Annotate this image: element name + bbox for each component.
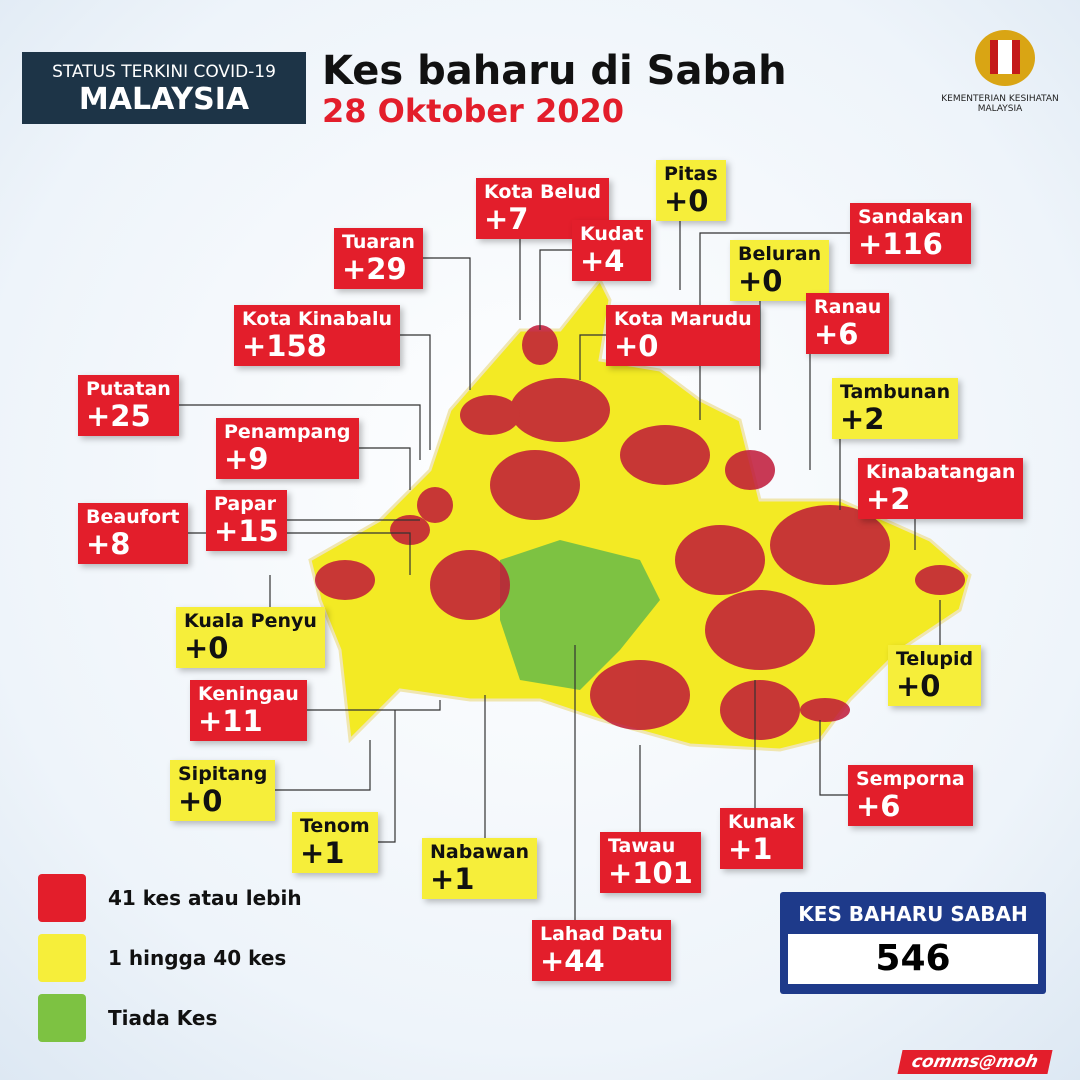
legend-label: 1 hingga 40 kes [108,946,287,970]
district-name: Ranau [814,296,882,318]
district-label: Tenom +1 [292,812,378,873]
district-name: Kota Kinabalu [242,308,393,330]
district-label: Semporna +6 [848,765,973,826]
district-label: Putatan +25 [78,375,179,436]
district-value: +116 [858,227,943,261]
district-label: Lahad Datu +44 [532,920,671,981]
total-label: KES BAHARU SABAH [798,902,1028,926]
district-name: Beluran [738,243,822,265]
district-label: Kuala Penyu +0 [176,607,325,668]
district-value: +44 [540,944,605,978]
district-label: Kota Kinabalu +158 [234,305,401,366]
case-areas [315,325,965,740]
district-name: Tuaran [342,231,415,253]
district-name: Sipitang [178,763,268,785]
district-name: Semporna [856,768,965,790]
district-label: Sandakan +116 [850,203,972,264]
status-badge: STATUS TERKINI COVID-19 MALAYSIA [22,52,306,124]
ministry-line: KEMENTERIAN KESIHATAN [941,94,1059,104]
district-label: Beaufort +8 [78,503,188,564]
legend-swatch [38,994,86,1042]
district-value: +29 [342,252,407,286]
date: 28 Oktober 2020 [322,92,625,130]
district-value: +6 [856,789,901,823]
district-name: Tawau [608,835,676,857]
district-label: Pitas +0 [656,160,726,221]
total-box: KES BAHARU SABAH 546 [780,892,1046,994]
district-label: Kinabatangan +2 [858,458,1024,519]
badge-line: STATUS TERKINI COVID-19 [52,62,276,82]
district-name: Kunak [728,811,795,833]
district-label: Tawau +101 [600,832,701,893]
district-label: Penampang +9 [216,418,359,479]
district-value: +0 [738,264,783,298]
district-value: +6 [814,317,859,351]
district-name: Kota Belud [484,181,601,203]
district-value: +1 [430,862,475,896]
district-label: Papar +15 [206,490,287,551]
district-value: +0 [896,669,941,703]
district-value: +1 [728,832,773,866]
legend-swatch [38,874,86,922]
district-name: Keningau [198,683,299,705]
district-label: Kunak +1 [720,808,803,869]
district-value: +25 [86,399,151,433]
district-value: +11 [198,704,263,738]
ministry-line: MALAYSIA [977,104,1023,114]
coat-of-arms [975,30,1035,86]
district-value: +0 [614,329,659,363]
district-label: Beluran +0 [730,240,830,301]
district-name: Kota Marudu [614,308,752,330]
district-name: Lahad Datu [540,923,663,945]
district-value: +2 [866,482,911,516]
district-label: Telupid +0 [888,645,982,706]
district-name: Nabawan [430,841,530,863]
district-value: +2 [840,402,885,436]
district-label: Kudat +4 [572,220,652,281]
district-label: Sipitang +0 [170,760,276,821]
district-value: +0 [184,631,229,665]
total-value: 546 [788,934,1038,984]
district-name: Penampang [224,421,351,443]
district-value: +0 [178,784,223,818]
district-name: Kuala Penyu [184,610,317,632]
district-name: Telupid [896,648,974,670]
leader-line [118,404,421,460]
footer: comms@moh [897,1050,1053,1074]
district-value: +8 [86,527,131,561]
ministry: KEMENTERIAN KESIHATAN MALAYSIA [920,94,1080,114]
district-name: Tambunan [840,381,951,403]
district-name: Papar [214,493,277,515]
district-name: Pitas [664,163,718,185]
district-value: +4 [580,244,625,278]
district-value: +1 [300,836,345,870]
legend-label: Tiada Kes [108,1006,218,1030]
title: Kes baharu di Sabah [322,48,787,94]
district-label: Nabawan +1 [422,838,538,899]
district-value: +0 [664,184,709,218]
district-name: Putatan [86,378,171,400]
legend-swatch [38,934,86,982]
district-value: +101 [608,856,693,890]
legend-label: 41 kes atau lebih [108,886,302,910]
badge-line: MALAYSIA [78,82,250,117]
district-label: Keningau +11 [190,680,307,741]
district-name: Tenom [300,815,370,837]
district-name: Kudat [580,223,644,245]
district-label: Tuaran +29 [334,228,423,289]
district-value: +7 [484,202,529,236]
district-value: +15 [214,514,279,548]
district-label: Ranau +6 [806,293,890,354]
district-name: Beaufort [86,506,180,528]
district-name: Kinabatangan [866,461,1016,483]
district-name: Sandakan [858,206,964,228]
district-value: +9 [224,442,269,476]
district-label: Kota Marudu +0 [606,305,760,366]
district-label: Tambunan +2 [832,378,959,439]
district-value: +158 [242,329,327,363]
no-case-area [500,540,660,690]
